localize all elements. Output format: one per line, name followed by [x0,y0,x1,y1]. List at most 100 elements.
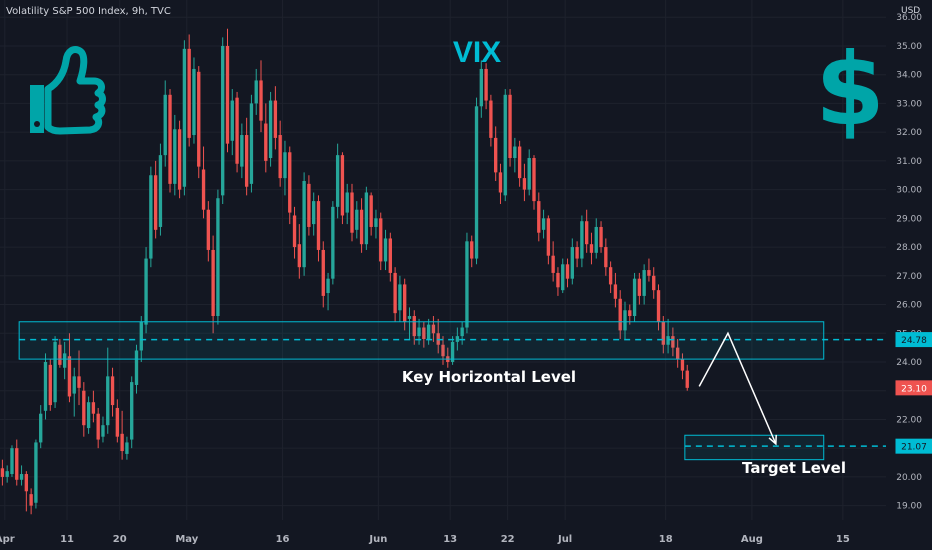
candle-body [302,180,306,268]
candle-body [254,80,258,104]
candle-body [177,129,182,190]
candle-body [244,135,249,187]
candle-body [417,327,421,337]
price-axis[interactable]: 19.0020.0021.0022.0023.0024.0025.0026.00… [886,0,932,550]
price-tick-label: 30.00 [896,186,922,196]
candle-body [532,158,536,202]
price-label-box [895,332,932,348]
candle-body [656,290,661,322]
price-tick-label: 22.00 [896,415,922,425]
candle-body [206,209,211,250]
candle-body [403,284,407,322]
candle-body [388,238,392,273]
candle-body [278,135,282,179]
price-tick-label: 32.00 [896,128,922,138]
candle-body [67,356,72,397]
candle-body [632,278,637,317]
symbol-header[interactable]: Volatility S&P 500 Index, 9h, TVC [6,6,171,17]
candle-body [316,201,321,250]
candle-body [192,68,196,136]
candle-body [450,341,455,362]
candle-body [173,129,177,184]
candle-body [53,341,57,403]
candle-body [211,249,215,317]
candle-body [465,241,469,328]
candle-body [91,402,96,414]
time-tick-label: 22 [501,534,515,545]
candle-body [288,152,292,213]
key-level-box [18,321,825,360]
candle-body [15,448,19,480]
time-tick-label: 13 [443,534,457,545]
candle-body [96,413,100,440]
candle-body [594,226,598,253]
target-level-label: Target Level [742,459,846,477]
time-axis[interactable]: Apr 11 20 May 16 Jun 13 22 Jul 18 Aug 15 [0,521,886,550]
candle-body [599,226,603,248]
candle-body [613,284,618,299]
candle-body [671,336,675,348]
candle-body [652,275,656,291]
candle-body [115,407,120,437]
candle-body [527,158,531,190]
candle-body [364,192,369,245]
currency-label: USD [901,6,921,16]
candle-body [120,433,124,452]
candle-body [335,155,340,207]
candle-body [43,361,48,411]
candle-body [379,218,383,262]
time-axis-bg [0,521,886,550]
candle-body [86,402,91,429]
candle-body [149,175,153,259]
price-axis-bg [886,0,932,550]
price-label-box [895,438,932,454]
candle-body [82,390,86,426]
candle-body [498,172,503,193]
candle-body [273,100,278,138]
candle-body [685,370,689,388]
candle-body [503,94,507,196]
price-tick-label: 26.00 [896,301,922,311]
candle-body [484,68,488,101]
chart-title: VIX [453,36,501,69]
price-labels: 24.78 23.10 21.07 [895,332,932,454]
candle-body [637,278,642,296]
candle-body [62,353,67,368]
candle-body [608,267,613,285]
candle-body [197,71,201,167]
candle-body [134,350,139,385]
candle-body [494,137,498,173]
projection-arrow [698,331,777,446]
candle-body [225,45,230,144]
price-tick-label: 35.00 [896,42,922,52]
candle-body [460,327,464,337]
candle-body [618,298,622,331]
candle-body [235,97,239,164]
time-tick-label: Jul [557,534,572,545]
candle-body [48,364,52,406]
price-tick-label: 29.00 [896,214,922,224]
candle-body [661,321,665,345]
candle-body [407,316,412,319]
candle-body [10,448,14,475]
candle-body [470,241,474,259]
price-tick-label: 28.00 [896,243,922,253]
candle-body [182,48,187,187]
candle-body [479,68,483,107]
candle-body [5,471,9,477]
candle-body [398,284,402,311]
candle-body [412,316,416,337]
price-tick-label: 34.00 [896,71,922,81]
candle-body [101,425,105,437]
candle-body [383,238,388,262]
time-tick-label: 18 [659,534,673,545]
candle-body [39,413,43,443]
time-tick-label: Apr [0,534,15,545]
candle-body [240,135,244,167]
candle-body [474,106,479,259]
candle-body [216,198,220,317]
time-tick-label: Aug [741,534,763,545]
time-tick-label: Jun [368,534,387,545]
candle-body [675,347,680,360]
